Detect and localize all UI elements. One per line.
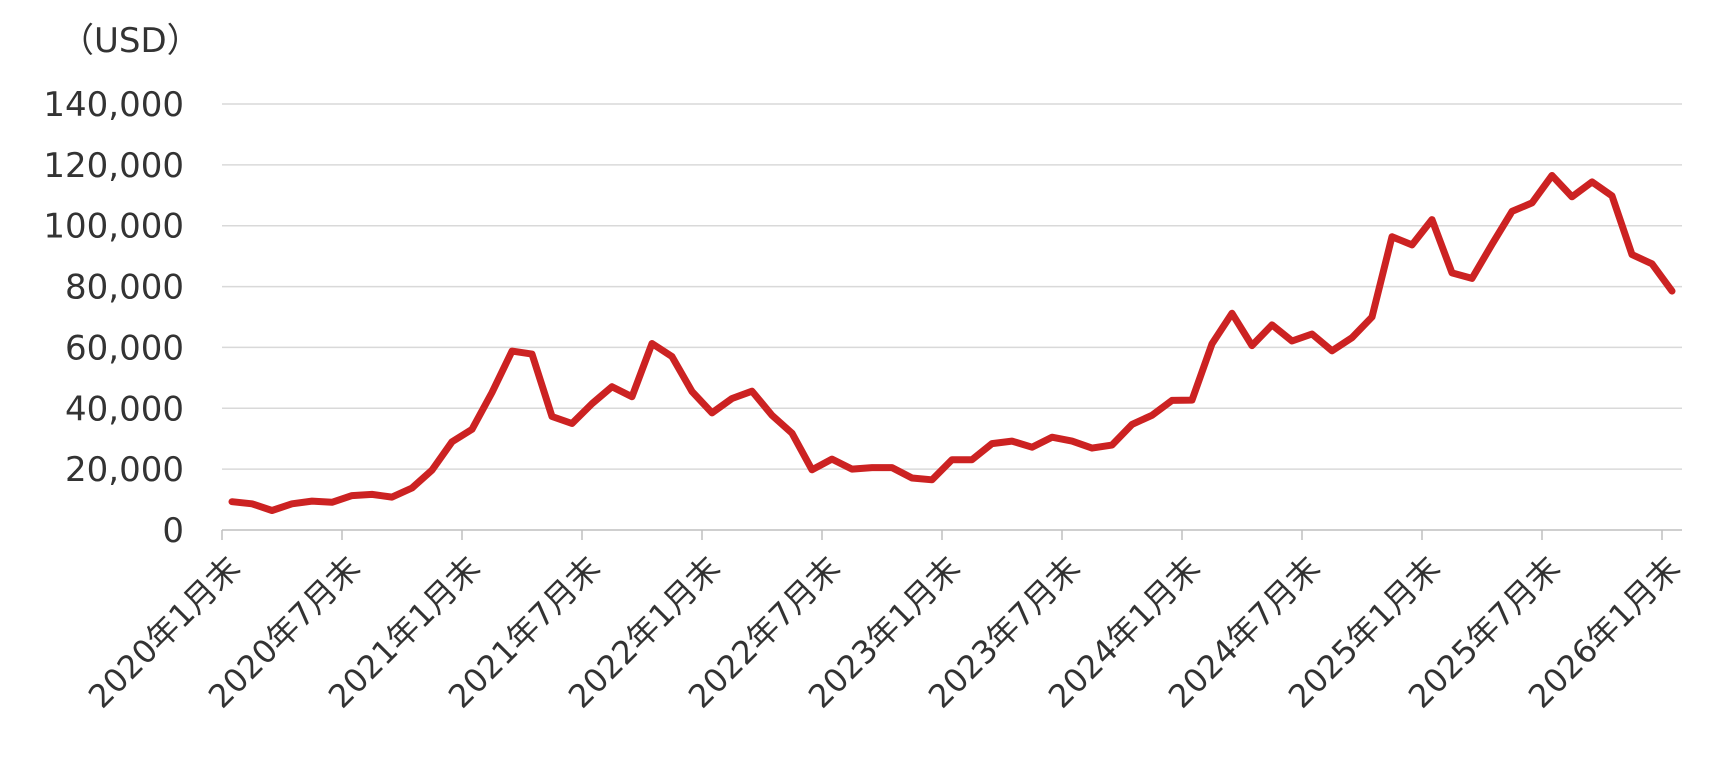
x-axis: 2020年1月末2020年7月末2021年1月末2021年7月末2022年1月末… <box>81 529 1688 716</box>
gridlines <box>222 103 1682 470</box>
y-tick-label: 20,000 <box>65 450 184 490</box>
y-tick-label: 60,000 <box>65 328 184 368</box>
series-line <box>228 172 1676 514</box>
y-tick-label: 0 <box>162 511 184 551</box>
y-axis: 0 20,000 40,000 60,000 80,000 100,000 120,000 1… <box>43 85 184 551</box>
y-tick-label: 100,000 <box>43 207 184 247</box>
y-tick-label: 40,000 <box>65 389 184 429</box>
series-layer <box>228 172 1676 514</box>
y-tick-label: 120,000 <box>43 146 184 186</box>
y-axis-unit-label: （USD） <box>60 21 201 61</box>
y-tick-label: 80,000 <box>65 268 184 308</box>
y-tick-label: 140,000 <box>43 85 184 125</box>
